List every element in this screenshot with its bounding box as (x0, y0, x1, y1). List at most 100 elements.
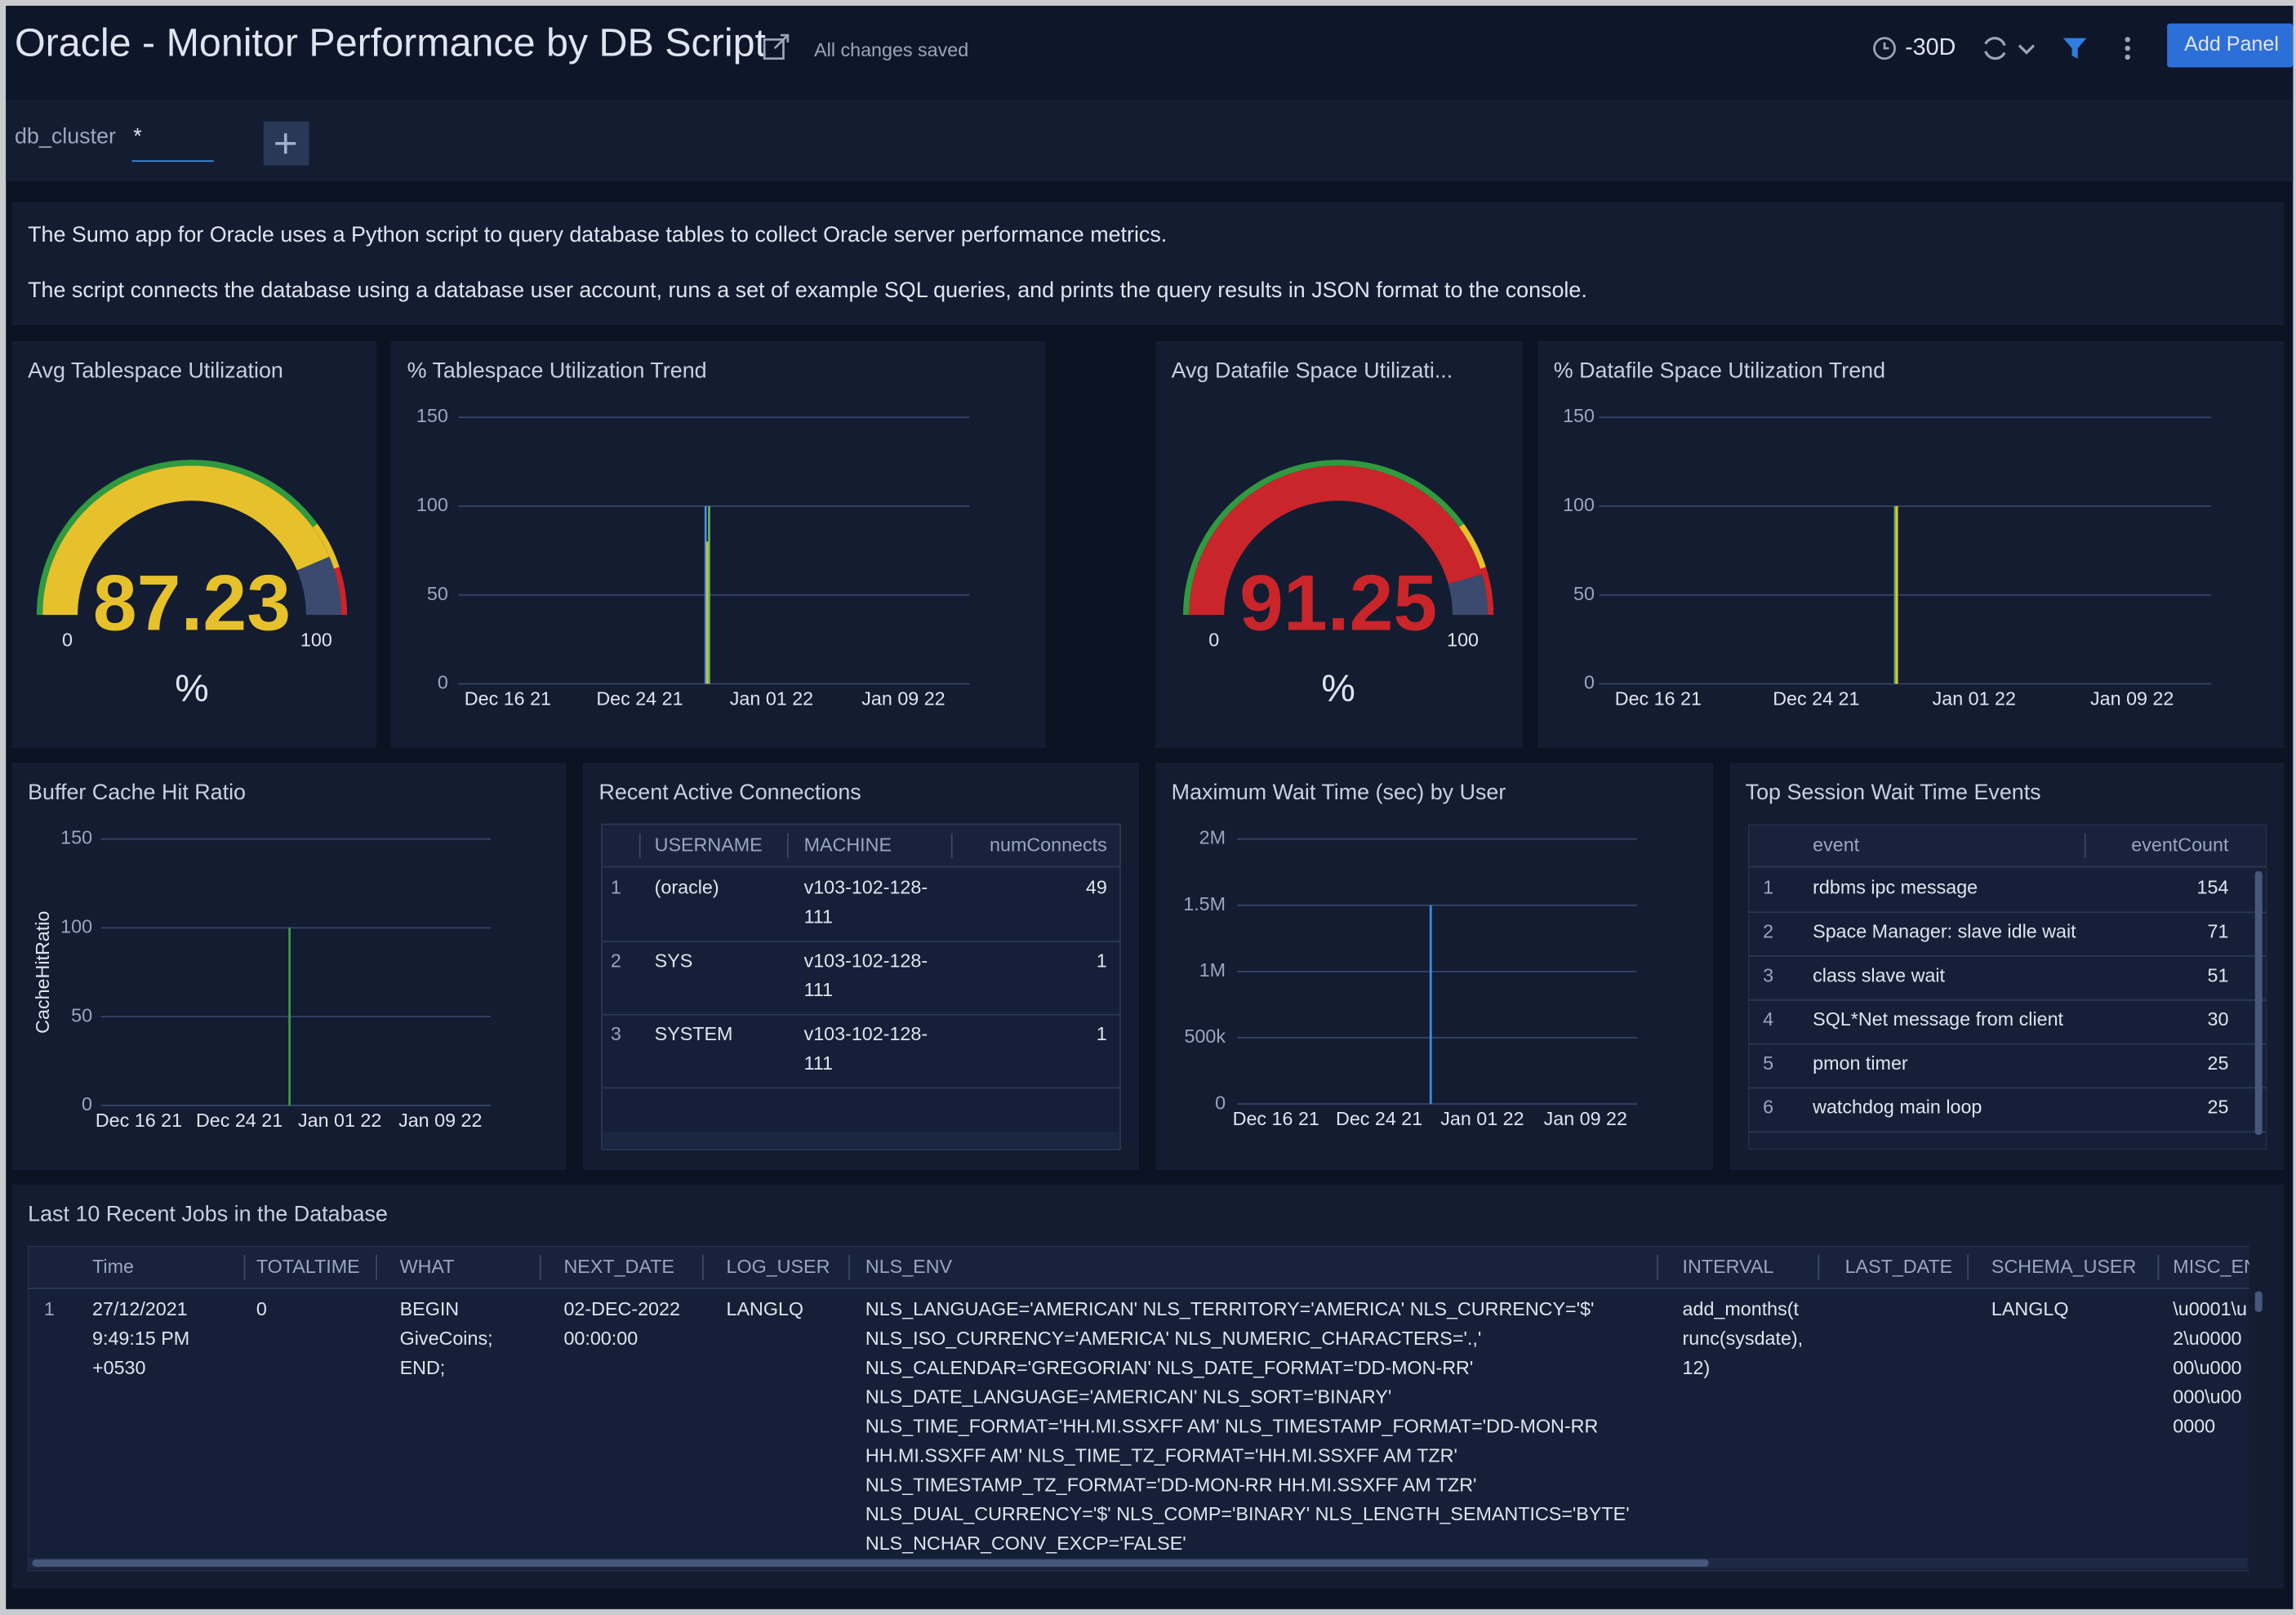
panel-title: Top Session Wait Time Events (1746, 780, 2041, 804)
table-cell: NLS_TIMESTAMP_TZ_FORMAT='DD-MON-RR HH.MI… (865, 1474, 1477, 1495)
row-index: 5 (1763, 1052, 1773, 1074)
gauge-value (1189, 465, 1483, 616)
table-header (28, 1246, 2249, 1289)
v-scrollbar[interactable] (2254, 1291, 2263, 1312)
table-cell: 25 (2208, 1097, 2229, 1118)
x-tick-label: Dec 24 21 (196, 1110, 283, 1131)
table-cell: 1 (1097, 950, 1107, 971)
x-tick-label: Jan 01 22 (1440, 1108, 1524, 1129)
table-header (601, 823, 1121, 868)
table-footer (603, 1132, 1119, 1148)
y-tick-label: 100 (416, 494, 448, 515)
panel-title: Avg Tablespace Utilization (28, 358, 283, 383)
share-icon[interactable] (763, 33, 790, 60)
table-cell: 51 (2208, 964, 2229, 985)
table-cell: \u0001\u (2173, 1298, 2247, 1319)
panel-title: Recent Active Connections (599, 780, 861, 804)
column-header: event (1813, 834, 1860, 856)
table-body: Time TOTALTIME WHAT NEXT_DATE LOG_USER NLS_EN… (28, 1246, 2271, 1572)
time-range[interactable]: -30D (1905, 34, 1956, 60)
time-icon[interactable] (1873, 37, 1896, 60)
filter-value[interactable]: * (133, 124, 142, 149)
table-cell: class slave wait (1813, 964, 1945, 985)
table-cell: rdbms ipc message (1813, 877, 1978, 898)
table-cell: 49 (1086, 877, 1107, 898)
refresh-icon[interactable] (1984, 37, 2036, 60)
panel (1537, 340, 2285, 749)
x-tick-label: Jan 09 22 (861, 687, 945, 709)
column-header: INTERVAL (1683, 1256, 1774, 1277)
add-panel-button[interactable] (2167, 23, 2294, 68)
x-tick-label: Dec 24 21 (1336, 1108, 1422, 1129)
column-header: LOG_USER (727, 1256, 830, 1277)
panel (390, 340, 1046, 749)
filter-icon[interactable] (2062, 38, 2087, 59)
y-tick-label: 500k (1185, 1026, 1226, 1047)
table-cell: pmon timer (1813, 1052, 1908, 1074)
table-cell: BEGIN (400, 1298, 460, 1319)
x-tick-label: Jan 09 22 (2090, 687, 2174, 709)
column-header: numConnects (990, 834, 1107, 856)
table-cell: 000\u00 (2173, 1386, 2241, 1408)
y-tick-label: 1.5M (1183, 893, 1226, 914)
row-index: 3 (611, 1023, 621, 1044)
column-header: TOTALTIME (256, 1256, 360, 1277)
table-cell: v103-102-128- (804, 1023, 928, 1044)
scrollbar-thumb[interactable] (32, 1559, 1709, 1567)
column-header: WHAT (400, 1256, 455, 1277)
table-cell: SYSTEM (655, 1023, 733, 1044)
table-cell: 27/12/2021 (92, 1298, 188, 1319)
description-line: The script connects the database using a… (28, 278, 1587, 302)
column-header: LAST_DATE (1845, 1256, 1953, 1277)
column-header: NEXT_DATE (563, 1256, 674, 1277)
table-cell: +0530 (92, 1357, 145, 1378)
table-cell: v103-102-128- (804, 950, 928, 971)
table-cell: add_months(t (1683, 1298, 1800, 1319)
column-header: MACHINE (804, 834, 892, 856)
gauge-unit: % (1321, 667, 1355, 710)
column-header: MISC_ENV (2173, 1256, 2271, 1277)
table (601, 823, 1121, 1150)
gauge-value-label: 91.25 (1239, 558, 1437, 647)
v-scrollbar[interactable] (2254, 871, 2263, 1135)
gauge-threshold (1480, 567, 1494, 616)
x-tick-label: Dec 24 21 (1773, 687, 1859, 709)
add-panel-label[interactable]: Add Panel (2184, 33, 2279, 56)
y-tick-label: 100 (60, 916, 92, 937)
gauge-min: 0 (1208, 630, 1219, 651)
x-tick-label: Jan 09 22 (398, 1110, 482, 1131)
x-tick-label: Jan 01 22 (1933, 687, 2016, 709)
table-cell: 154 (2197, 877, 2229, 898)
gauge-threshold (1459, 523, 1486, 569)
filter-bar (6, 99, 2294, 182)
panel (1155, 763, 1714, 1170)
table-cell: LANGLQ (727, 1298, 804, 1319)
row-index: 4 (1763, 1008, 1773, 1030)
table-cell: 9:49:15 PM (92, 1328, 189, 1349)
gauge-threshold (312, 523, 340, 569)
x-tick-label: Dec 16 21 (465, 687, 551, 709)
table-cell: 0000 (2173, 1416, 2215, 1437)
table-header (1748, 824, 2267, 868)
y-tick-label: 50 (1573, 583, 1595, 604)
table-cell: watchdog main loop (1812, 1097, 1982, 1118)
gauge-threshold (333, 567, 348, 616)
gauge-track (1448, 574, 1488, 616)
column-header: Time (92, 1256, 134, 1277)
table-cell: NLS_DATE_LANGUAGE='AMERICAN' NLS_SORT='B… (865, 1386, 1391, 1408)
gauge-track (296, 556, 341, 616)
x-tick-label: Jan 01 22 (730, 687, 813, 709)
table-cell: NLS_NCHAR_CONV_EXCP='FALSE' (865, 1533, 1186, 1554)
table-cell: 00\u000 (2173, 1357, 2241, 1378)
y-tick-label: 1M (1199, 959, 1226, 981)
y-tick-label: 0 (1584, 672, 1595, 693)
gauge-unit: % (175, 667, 208, 710)
menu-icon[interactable] (2125, 37, 2130, 60)
column-header: SCHEMA_USER (1991, 1256, 2136, 1277)
description-line: The Sumo app for Oracle uses a Python sc… (28, 222, 1167, 247)
plus-icon[interactable] (275, 133, 296, 154)
table-cell: 111 (804, 906, 833, 928)
gauge-min: 0 (62, 630, 73, 651)
y-axis-title: CacheHitRatio (32, 911, 53, 1034)
